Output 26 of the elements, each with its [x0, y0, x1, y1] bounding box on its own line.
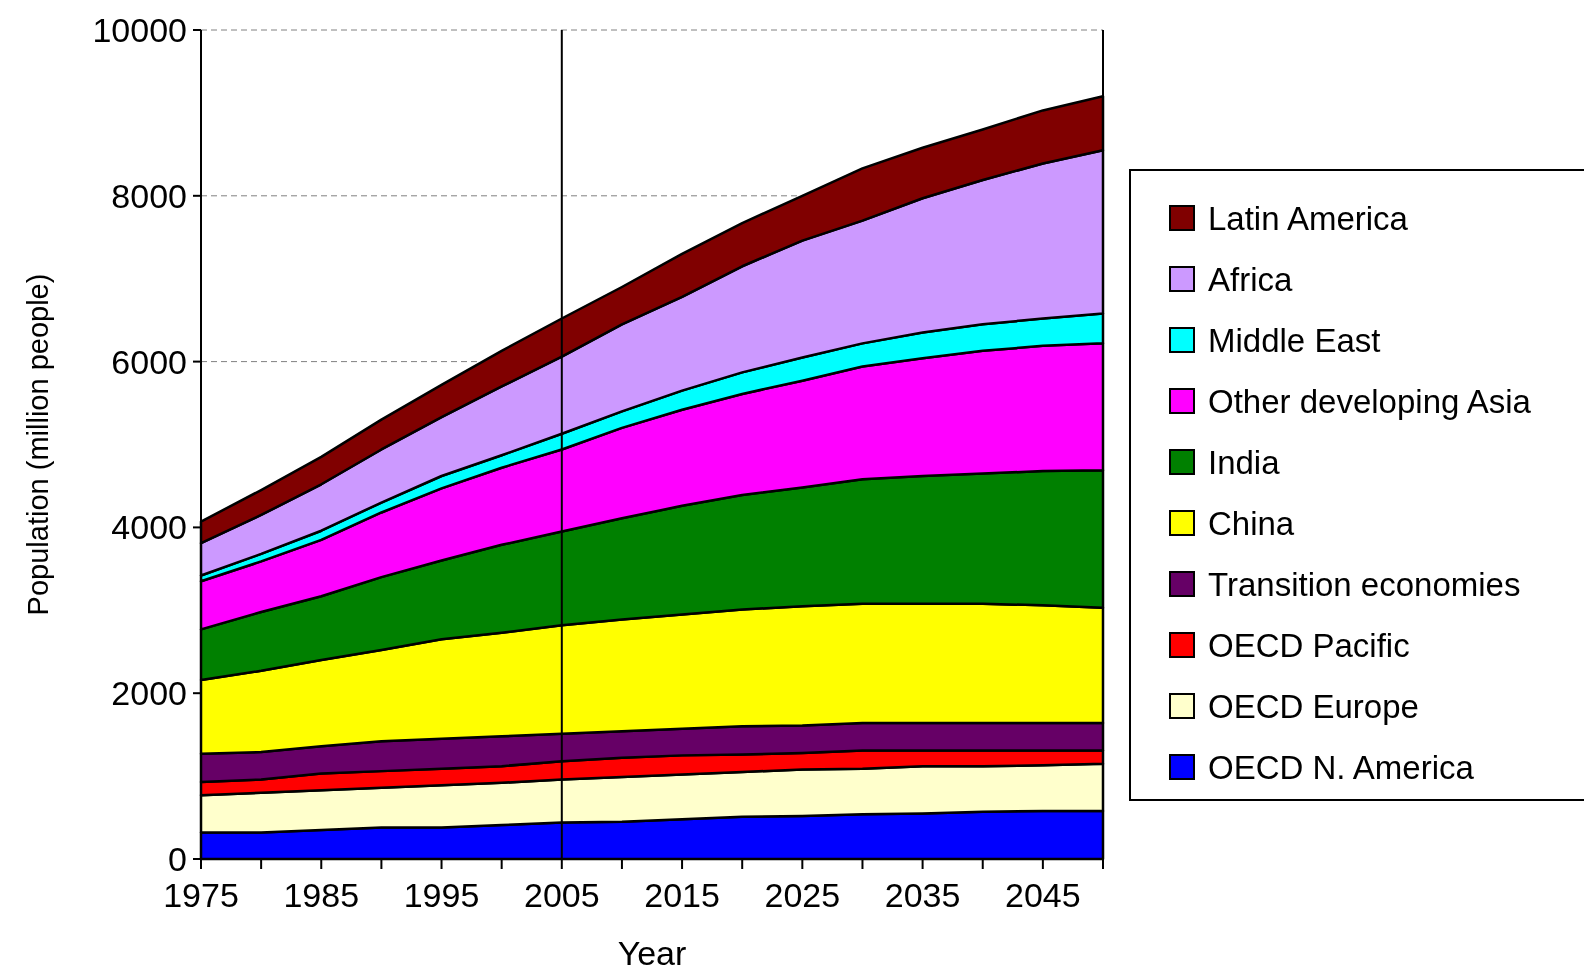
x-tick-label: 2035 [884, 876, 961, 914]
y-tick-label: 10000 [92, 10, 187, 49]
legend-label: Latin America [1208, 199, 1409, 237]
legend-label: Middle East [1208, 321, 1381, 359]
legend-label: OECD Pacific [1208, 626, 1410, 664]
x-tick-label: 2005 [523, 876, 600, 914]
x-tick-label: 2025 [764, 876, 841, 914]
y-tick-label: 6000 [111, 342, 187, 381]
x-tick-label: 2045 [1005, 876, 1081, 914]
y-axis-title: Population (million people) [22, 273, 54, 616]
y-tick-label: 4000 [111, 508, 187, 547]
legend-label: Africa [1208, 260, 1293, 298]
legend-label: OECD N. America [1208, 748, 1475, 786]
legend-label: India [1208, 443, 1281, 481]
legend-label: China [1208, 504, 1295, 542]
y-tick-label: 8000 [111, 176, 187, 215]
legend-label: Other developing Asia [1208, 382, 1532, 420]
x-tick-label: 1995 [403, 876, 480, 914]
y-tick-label: 0 [168, 839, 187, 878]
x-tick-label: 1975 [163, 876, 239, 914]
x-tick-label: 1985 [283, 876, 360, 914]
legend-label: Transition economies [1208, 565, 1521, 603]
x-axis-title: Year [617, 934, 687, 972]
x-tick-label: 2015 [644, 876, 720, 914]
legend-label: OECD Europe [1208, 687, 1419, 725]
y-tick-label: 2000 [111, 674, 187, 713]
